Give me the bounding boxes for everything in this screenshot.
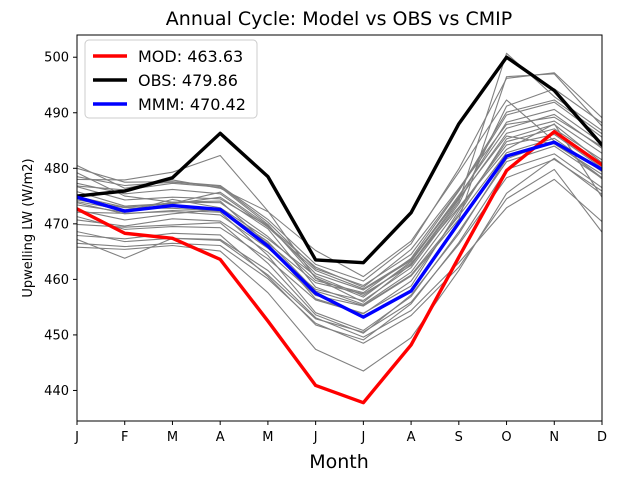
plot-area: J F M A M J J A S O N D 440 450 460 470 480 490 500 — [44, 34, 607, 445]
cmip-member-line-11 — [77, 145, 602, 332]
x-tick-label: D — [597, 430, 607, 445]
x-tick-label: A — [216, 430, 225, 445]
obs-series-line — [77, 55, 602, 265]
legend-label-obs: OBS: 479.86 — [138, 71, 238, 90]
y-tick-label: 470 — [44, 217, 69, 232]
cmip-member-line-4 — [77, 141, 602, 334]
y-tick-label: 490 — [44, 106, 69, 121]
legend-label-mmm: MMM: 470.42 — [138, 95, 246, 114]
x-tick-label: S — [455, 430, 463, 445]
series-group — [77, 52, 602, 405]
cmip-member-line-9 — [77, 137, 602, 307]
x-tick-label: N — [549, 430, 559, 445]
x-tick-label: M — [262, 430, 273, 445]
axes-frame — [76, 34, 603, 422]
cmip-member-line-23 — [77, 135, 602, 290]
y-axis-title: Upwelling LW (W/m2) — [21, 158, 36, 297]
cmip-member-line-15 — [77, 158, 602, 333]
x-tick-label: O — [501, 430, 511, 445]
x-tick-label: J — [74, 430, 79, 445]
cmip-member-line-17 — [77, 88, 602, 302]
cmip-member-line-14 — [77, 99, 602, 287]
x-tick-label: M — [167, 430, 178, 445]
legend-box — [84, 39, 258, 119]
x-tick-label: J — [313, 430, 318, 445]
cmip-member-line-10 — [77, 108, 602, 298]
y-tick-label: 480 — [44, 162, 69, 177]
cmip-member-line-7 — [77, 133, 602, 305]
cmip-member-line-6 — [77, 157, 602, 372]
chart-title: Annual Cycle: Model vs OBS vs CMIP — [166, 8, 512, 30]
cmip-member-line-5 — [77, 153, 602, 341]
x-tick-label: J — [360, 430, 365, 445]
x-tick-label: A — [407, 430, 416, 445]
y-tick-label: 500 — [44, 51, 69, 66]
mod-series-line — [77, 129, 602, 405]
cmip-member-line-21 — [77, 168, 602, 344]
cmip-member-line-20 — [77, 73, 602, 307]
cmip-member-line-19 — [77, 52, 602, 295]
x-tick-label: F — [121, 430, 128, 445]
legend-label-mod: MOD: 463.63 — [138, 47, 243, 66]
cmip-member-line-8 — [77, 120, 602, 303]
y-tick-label: 440 — [44, 384, 69, 399]
legend: MOD: 463.63 OBS: 479.86 MMM: 470.42 — [84, 39, 258, 119]
x-axis-title: Month — [309, 451, 369, 473]
cmip-member-line-16 — [77, 113, 602, 291]
y-tick-label: 450 — [44, 328, 69, 343]
cmip-member-line-24 — [77, 123, 602, 297]
y-tick-label: 460 — [44, 273, 69, 288]
mmm-series-line — [77, 140, 602, 319]
